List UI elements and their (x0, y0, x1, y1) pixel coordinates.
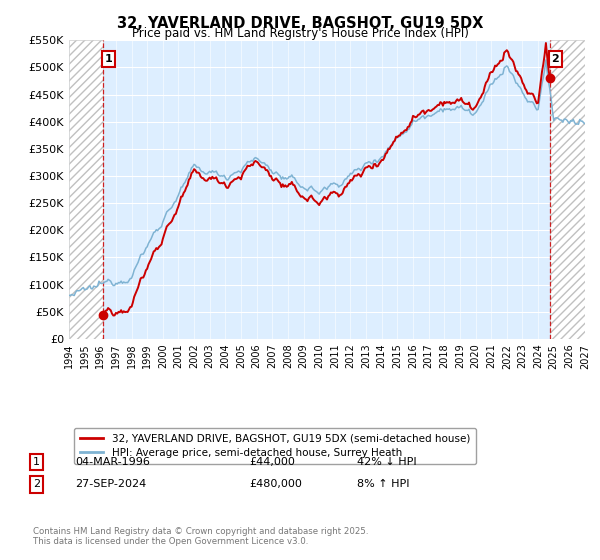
Text: £44,000: £44,000 (249, 457, 295, 467)
Text: 27-SEP-2024: 27-SEP-2024 (75, 479, 146, 489)
Text: 32, YAVERLAND DRIVE, BAGSHOT, GU19 5DX: 32, YAVERLAND DRIVE, BAGSHOT, GU19 5DX (117, 16, 483, 31)
Legend: 32, YAVERLAND DRIVE, BAGSHOT, GU19 5DX (semi-detached house), HPI: Average price: 32, YAVERLAND DRIVE, BAGSHOT, GU19 5DX (… (74, 428, 476, 464)
Text: 2: 2 (33, 479, 40, 489)
Text: 42% ↓ HPI: 42% ↓ HPI (357, 457, 416, 467)
Text: 1: 1 (104, 54, 112, 64)
Text: 2: 2 (551, 54, 559, 64)
Text: £480,000: £480,000 (249, 479, 302, 489)
Text: Contains HM Land Registry data © Crown copyright and database right 2025.
This d: Contains HM Land Registry data © Crown c… (33, 526, 368, 546)
Text: Price paid vs. HM Land Registry's House Price Index (HPI): Price paid vs. HM Land Registry's House … (131, 27, 469, 40)
Text: 04-MAR-1996: 04-MAR-1996 (75, 457, 150, 467)
Text: 8% ↑ HPI: 8% ↑ HPI (357, 479, 409, 489)
Text: 1: 1 (33, 457, 40, 467)
